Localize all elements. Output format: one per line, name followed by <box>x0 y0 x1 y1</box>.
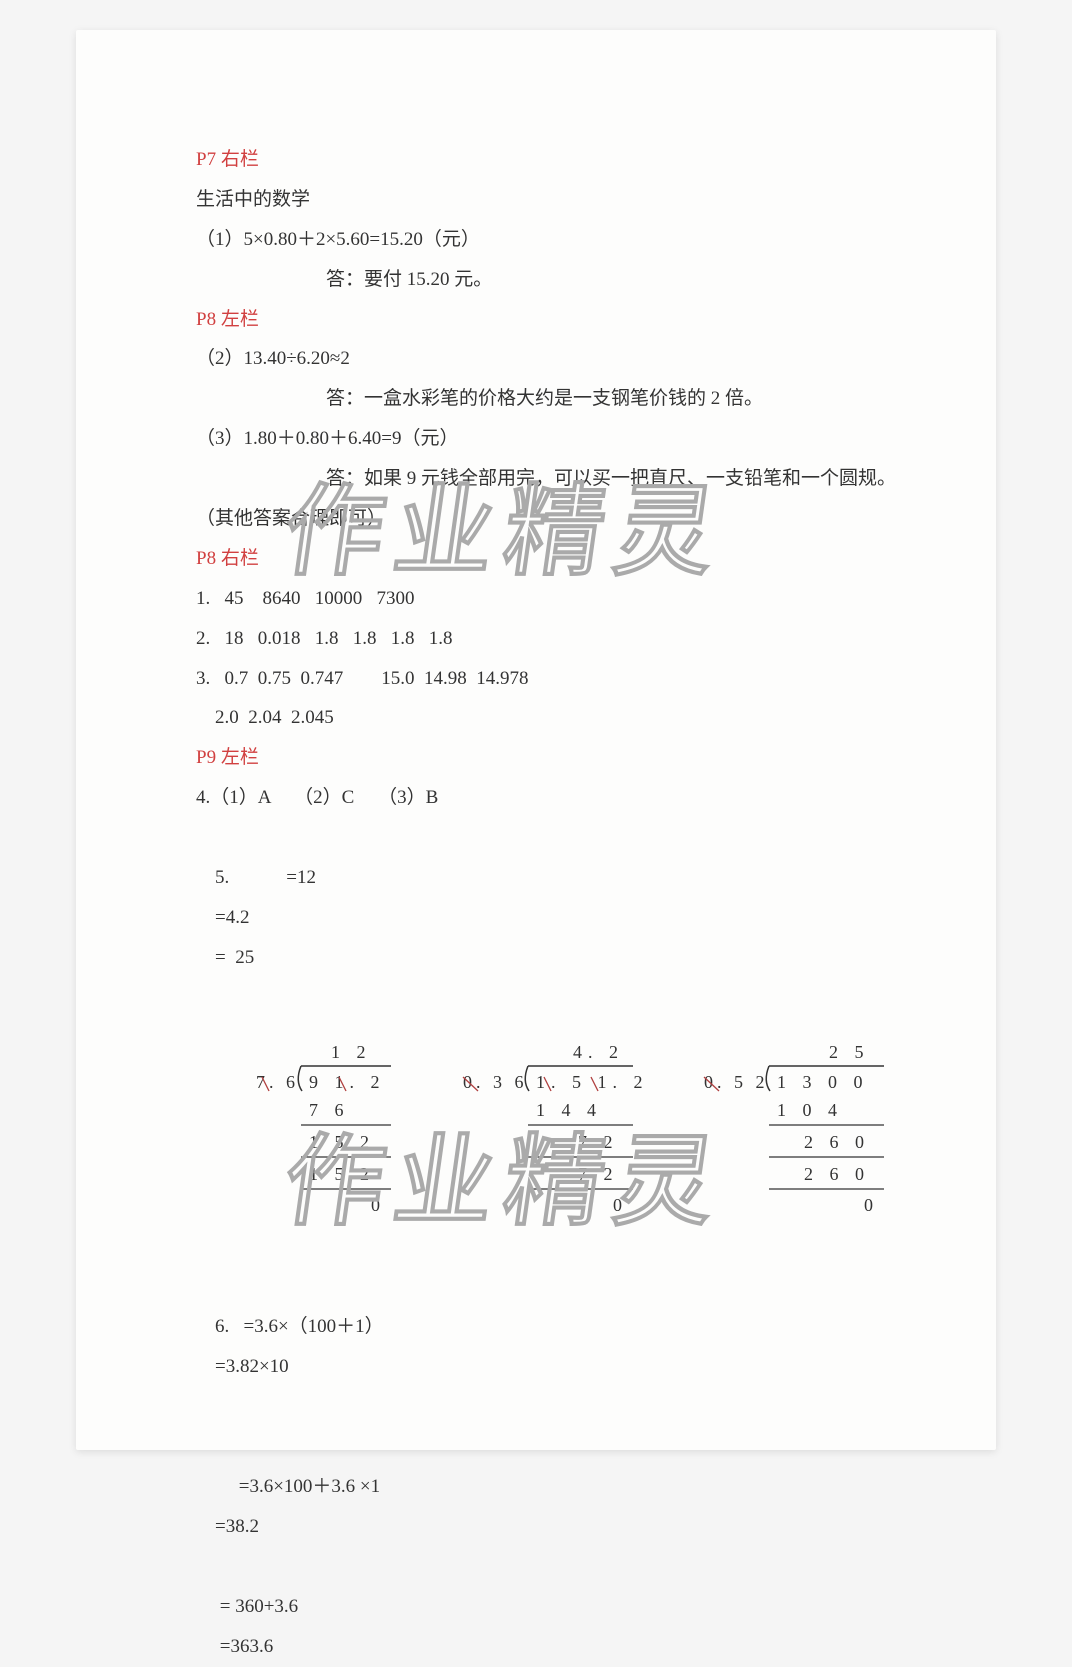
d3-dividend: 1 3 0 0 <box>777 1072 869 1092</box>
q6-l1b: =3.82×10 <box>215 1347 289 1387</box>
d1-quot: 1 2 <box>331 1042 372 1062</box>
q5-h-r: = 25 <box>215 938 254 978</box>
d3-s3: 2 6 0 <box>804 1164 870 1184</box>
q6-l3: = 360+3.6 <box>196 1587 906 1627</box>
d2-s4: 0 <box>613 1195 622 1215</box>
q6-l2a: =3.6×100＋3.6 ×1 <box>215 1467 545 1507</box>
division-1: 1 2 7. 6 9 1. 2 7 6 1 5 2 1 5 2 0 <box>196 1033 423 1243</box>
q5-h-m: =4.2 <box>215 898 435 938</box>
section-p8-left: P8 左栏 <box>196 300 906 340</box>
q6-l1: 6. =3.6×（100＋1） =3.82×10 <box>196 1268 906 1428</box>
section-p8-right: P8 右栏 <box>196 539 906 579</box>
d3-divisor: 0. 5 2 <box>704 1072 769 1092</box>
p8r-l3a: 3. 0.7 0.75 0.747 15.0 14.98 14.978 <box>196 659 906 699</box>
section-p7-right: P7 右栏 <box>196 140 906 180</box>
d3-s4: 0 <box>864 1195 873 1215</box>
d1-s4: 0 <box>371 1195 380 1215</box>
p8r-l3b: 2.0 2.04 2.045 <box>196 698 906 738</box>
q5-header: 5. =12 =4.2 = 25 <box>196 818 906 1017</box>
d3-s1: 1 0 4 <box>777 1100 843 1120</box>
d1-dividend: 9 1. 2 <box>309 1072 386 1092</box>
division-3: 2 5 0. 5 2 1 3 0 0 1 0 4 2 6 0 2 6 0 0 <box>659 1033 906 1243</box>
d3-quot: 2 5 <box>829 1042 870 1062</box>
section-p9-left: P9 左栏 <box>196 738 906 778</box>
d1-s1: 7 6 <box>309 1100 350 1120</box>
item2-expr: （2）13.40÷6.20≈2 <box>196 339 906 379</box>
life-math-title: 生活中的数学 <box>196 180 906 220</box>
q4: 4.（1）A （2）C （3）B <box>196 778 906 818</box>
d2-divisor: 0. 3 6 <box>463 1072 528 1092</box>
item2-ans: 答：一盒水彩笔的价格大约是一支钢笔价钱的 2 倍。 <box>196 379 906 419</box>
d2-s3: 7 2 <box>578 1164 619 1184</box>
q6-l4: =363.6 <box>196 1627 906 1667</box>
d2-quot: 4. 2 <box>573 1042 624 1062</box>
q6-l1a: 6. =3.6×（100＋1） <box>215 1307 545 1347</box>
q6-l2b: =38.2 <box>215 1507 259 1547</box>
d1-s2: 1 5 2 <box>309 1132 375 1152</box>
item3-expr: （3）1.80＋0.80＋6.40=9（元） <box>196 419 906 459</box>
item3-note: （其他答案合理即可） <box>196 499 906 539</box>
q5-h-l: 5. =12 <box>215 858 515 898</box>
item3-ans: 答：如果 9 元钱全部用完，可以买一把直尺、一支铅笔和一个圆规。 <box>196 459 906 499</box>
q6-l2: =3.6×100＋3.6 ×1 =38.2 <box>196 1427 906 1587</box>
d2-dividend: 1. 5 1. 2 <box>536 1072 649 1092</box>
d2-s2: 7 2 <box>578 1132 619 1152</box>
item1-expr: （1）5×0.80＋2×5.60=15.20（元） <box>196 220 906 260</box>
division-2: 4. 2 0. 3 6 1. 5 1. 2 1 4 4 7 2 7 2 0 <box>423 1033 660 1243</box>
document-page: 作业精灵 作业精灵 P7 右栏 生活中的数学 （1）5×0.80＋2×5.60=… <box>76 30 996 1450</box>
d1-s3: 1 5 2 <box>309 1164 375 1184</box>
p8r-l1: 1. 45 8640 10000 7300 <box>196 579 906 619</box>
p8r-l2: 2. 18 0.018 1.8 1.8 1.8 1.8 <box>196 619 906 659</box>
item1-ans: 答：要付 15.20 元。 <box>196 260 906 300</box>
long-division-row: 1 2 7. 6 9 1. 2 7 6 1 5 2 1 5 2 0 4. 2 0… <box>196 1033 906 1243</box>
d3-s2: 2 6 0 <box>804 1132 870 1152</box>
d2-s1: 1 4 4 <box>536 1100 602 1120</box>
d1-divisor: 7. 6 <box>256 1072 299 1092</box>
